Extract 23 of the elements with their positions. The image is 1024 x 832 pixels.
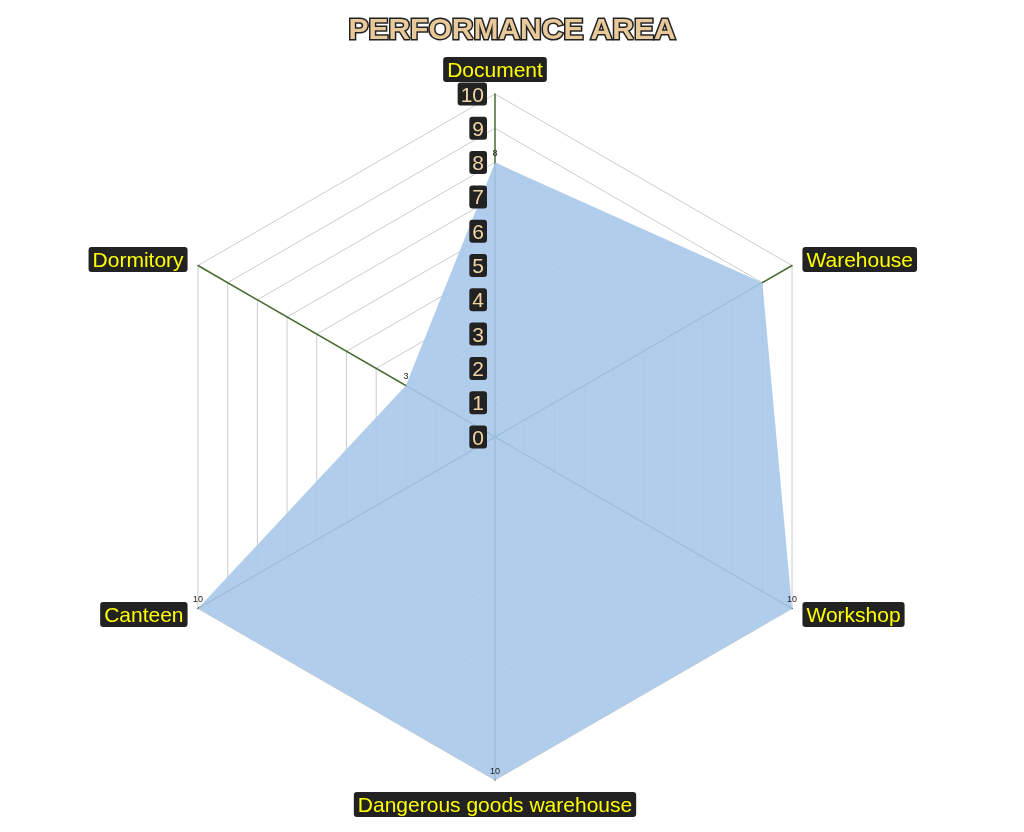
y-tick-label: 10 [460, 82, 484, 106]
spoke-label: Workshop [806, 603, 901, 626]
y-tick-label: 4 [472, 288, 485, 312]
spoke-label: Warehouse [806, 248, 914, 271]
spoke-label: Dormitory [92, 248, 185, 271]
data-label: 10 [787, 594, 798, 604]
y-tick-label: 9 [472, 116, 484, 140]
data-label: 8 [492, 148, 498, 159]
y-tick-label: 6 [472, 219, 484, 243]
y-tick-label: 7 [472, 185, 484, 209]
data-label: 10 [489, 765, 501, 776]
y-tick-label: 2 [472, 356, 484, 380]
spoke-label: Dangerous goods warehouse [357, 793, 633, 816]
y-tick-label: 1 [472, 391, 484, 415]
y-tick-label: 0 [472, 425, 484, 449]
data-label: 3 [403, 371, 409, 382]
y-tick-label: 8 [472, 151, 484, 175]
data-label: 10 [192, 594, 203, 604]
spoke-label: Canteen [104, 603, 184, 626]
y-tick-label: 5 [472, 254, 484, 277]
y-tick-label: 3 [472, 322, 484, 346]
chart-title: PERFORMANCE AREA [348, 11, 676, 45]
spoke-label: Document [447, 58, 544, 81]
